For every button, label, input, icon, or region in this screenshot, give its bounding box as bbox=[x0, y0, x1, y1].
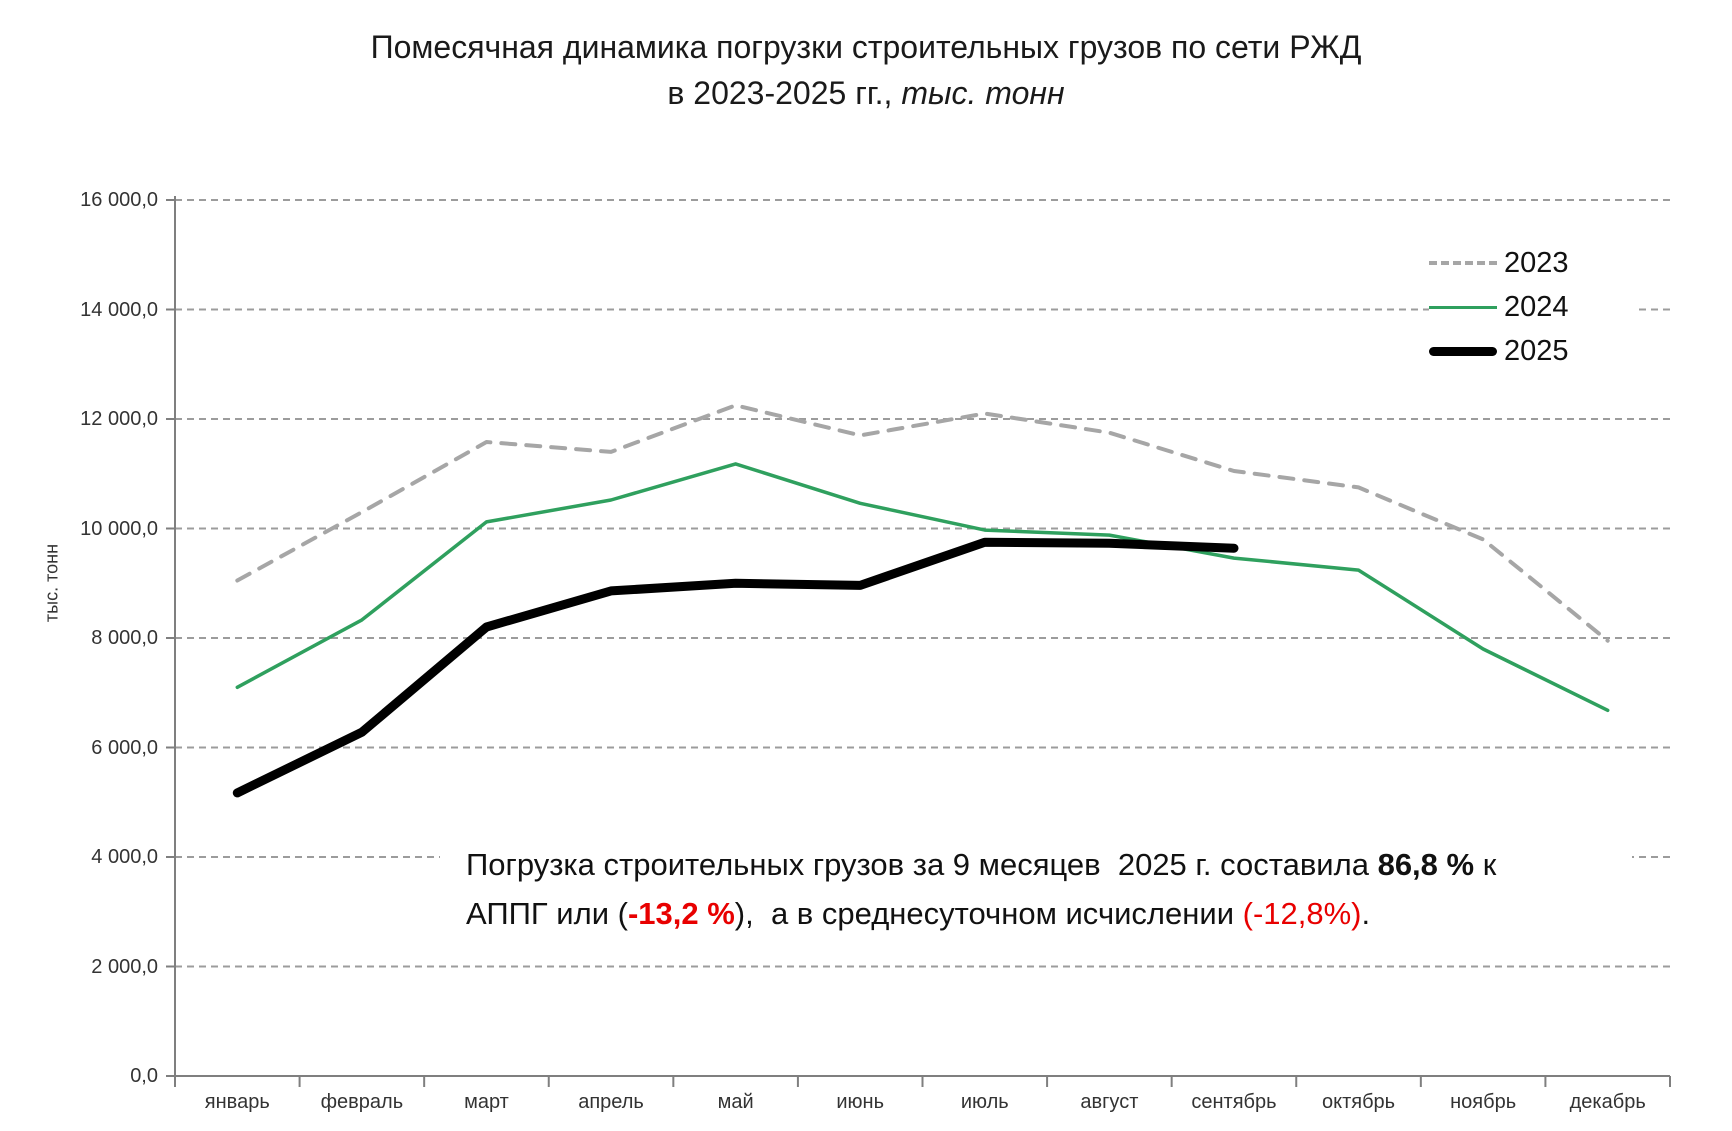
annotation-bold-value: 86,8 % bbox=[1377, 847, 1475, 882]
x-tick-label-11: ноябрь bbox=[1450, 1091, 1517, 1113]
x-tick-label-2: февраль bbox=[320, 1091, 404, 1113]
series-2024-line bbox=[235, 462, 1610, 713]
y-tick-label: 16 000,0 bbox=[80, 189, 158, 211]
legend-label-2023: 2023 bbox=[1504, 246, 1569, 279]
x-tick-label-6: июнь bbox=[836, 1091, 885, 1113]
annotation-line1: Погрузка строительных грузов за 9 месяце… bbox=[466, 840, 1632, 889]
chart-title-line1: Помесячная динамика погрузки строительны… bbox=[370, 29, 1362, 65]
chart-title-units: тыс. тонн bbox=[901, 75, 1065, 111]
y-tick-label: 8 000,0 bbox=[91, 627, 158, 649]
x-tick-label-3: март bbox=[464, 1091, 509, 1113]
annotation-red-value-2: (-12,8%) bbox=[1242, 896, 1362, 931]
legend-line-2023-icon bbox=[1429, 261, 1497, 265]
chart-title-line2: в 2023-2025 гг., тыс. тонн bbox=[0, 70, 1732, 116]
y-tick-label: 10 000,0 bbox=[80, 517, 158, 540]
x-tick-label-8: август bbox=[1080, 1091, 1139, 1113]
legend-line-2025-icon bbox=[1429, 346, 1497, 356]
series-2025-line bbox=[232, 537, 1239, 798]
chart-title-line2-prefix: в 2023-2025 гг., bbox=[667, 75, 902, 111]
series-2023-line bbox=[235, 403, 1610, 643]
x-tick-label-7: июль bbox=[960, 1091, 1009, 1113]
y-tick-label: 2 000,0 bbox=[91, 955, 158, 978]
y-tick-label: 12 000,0 bbox=[80, 408, 158, 430]
y-tick-label: 4 000,0 bbox=[91, 846, 158, 868]
legend-item-2024: 2024 bbox=[1429, 285, 1635, 329]
annotation-text: АППГ или ( bbox=[466, 896, 628, 931]
annotation-line2: АППГ или (-13,2 %), а в среднесуточном и… bbox=[466, 889, 1632, 938]
y-tick-label: 0,0 bbox=[130, 1065, 158, 1087]
x-tick-label-10: октябрь bbox=[1321, 1091, 1396, 1113]
x-tick-label-1: январь bbox=[204, 1091, 270, 1113]
annotation-box: Погрузка строительных грузов за 9 месяце… bbox=[440, 836, 1632, 946]
legend-label-2025: 2025 bbox=[1504, 334, 1569, 367]
legend-label-2024: 2024 bbox=[1504, 290, 1569, 323]
x-tick-label-5: май bbox=[717, 1091, 754, 1113]
x-tick-label-12: декабрь bbox=[1569, 1091, 1646, 1113]
legend-item-2025: 2025 bbox=[1429, 329, 1635, 373]
annotation-text: ), а в среднесуточном исчислении bbox=[734, 896, 1243, 931]
x-tick-label-9: сентябрь bbox=[1191, 1091, 1277, 1113]
annotation-red-value-1: -13,2 % bbox=[627, 896, 735, 931]
annotation-text: к bbox=[1474, 847, 1497, 882]
legend-line-2024-icon bbox=[1429, 305, 1497, 309]
x-tick-label-4: апрель bbox=[578, 1091, 644, 1113]
y-axis-title: тыс. тонн bbox=[41, 543, 62, 623]
y-tick-label: 14 000,0 bbox=[80, 298, 158, 321]
y-tick-label: 6 000,0 bbox=[91, 736, 158, 759]
legend: 2023 2024 2025 bbox=[1429, 237, 1635, 377]
legend-item-2023: 2023 bbox=[1429, 241, 1635, 285]
annotation-text: Погрузка строительных грузов за 9 месяце… bbox=[466, 847, 1378, 882]
chart-title: Помесячная динамика погрузки строительны… bbox=[0, 24, 1732, 116]
annotation-text: . bbox=[1361, 896, 1371, 931]
